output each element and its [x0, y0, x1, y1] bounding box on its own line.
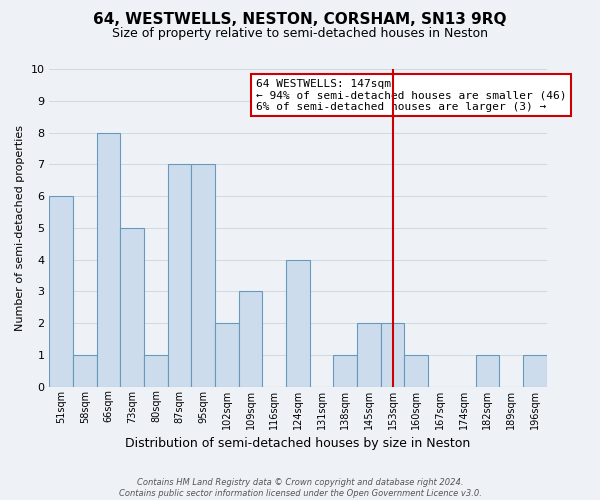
- Bar: [73, 355, 97, 386]
- Bar: [215, 323, 239, 386]
- Bar: [334, 355, 357, 386]
- Y-axis label: Number of semi-detached properties: Number of semi-detached properties: [15, 125, 25, 331]
- Bar: [286, 260, 310, 386]
- Bar: [239, 292, 262, 386]
- Text: Size of property relative to semi-detached houses in Neston: Size of property relative to semi-detach…: [112, 28, 488, 40]
- Bar: [49, 196, 73, 386]
- Bar: [404, 355, 428, 386]
- X-axis label: Distribution of semi-detached houses by size in Neston: Distribution of semi-detached houses by …: [125, 437, 470, 450]
- Text: 64 WESTWELLS: 147sqm
← 94% of semi-detached houses are smaller (46)
6% of semi-d: 64 WESTWELLS: 147sqm ← 94% of semi-detac…: [256, 78, 566, 112]
- Bar: [168, 164, 191, 386]
- Bar: [97, 132, 121, 386]
- Text: 64, WESTWELLS, NESTON, CORSHAM, SN13 9RQ: 64, WESTWELLS, NESTON, CORSHAM, SN13 9RQ: [93, 12, 507, 28]
- Bar: [476, 355, 499, 386]
- Text: Contains HM Land Registry data © Crown copyright and database right 2024.
Contai: Contains HM Land Registry data © Crown c…: [119, 478, 481, 498]
- Bar: [381, 323, 404, 386]
- Bar: [191, 164, 215, 386]
- Bar: [144, 355, 168, 386]
- Bar: [357, 323, 381, 386]
- Bar: [121, 228, 144, 386]
- Bar: [523, 355, 547, 386]
